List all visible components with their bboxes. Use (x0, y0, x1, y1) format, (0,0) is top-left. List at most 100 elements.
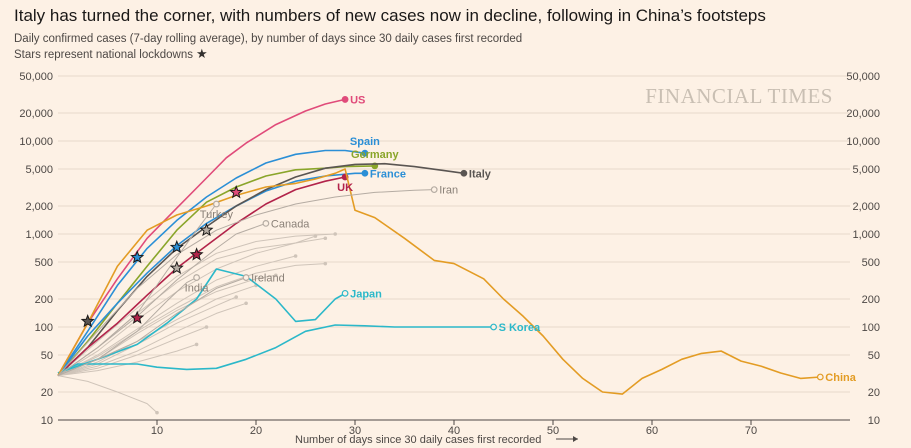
y-tick-label-right: 100 (862, 322, 880, 334)
background-end-dot (155, 410, 159, 415)
label-turkey: Turkey (200, 209, 234, 221)
x-tick-label: 10 (151, 425, 163, 437)
y-tick-label-right: 500 (862, 257, 880, 269)
label-us: US (350, 94, 365, 106)
label-china: China (825, 372, 856, 384)
end-dot-japan (341, 289, 349, 297)
background-end-dot (323, 261, 328, 266)
label-france: France (370, 168, 406, 180)
background-country-line (57, 375, 158, 413)
background-end-dot (293, 254, 298, 258)
y-tick-label-right: 10 (868, 415, 880, 427)
background-end-dot (204, 325, 209, 329)
lockdown-star-italy (80, 314, 95, 328)
country-lines (57, 96, 824, 395)
label-uk: UK (337, 182, 353, 194)
line-ireland (57, 277, 247, 377)
x-tick-label: 50 (547, 425, 559, 437)
end-dot-iran (430, 186, 438, 194)
x-axis-title: Number of days since 30 daily cases firs… (295, 434, 578, 446)
end-dot-s-korea (490, 323, 498, 331)
ft-brand-watermark: FINANCIAL TIMES (645, 84, 833, 108)
y-tick-label-left: 500 (35, 257, 53, 269)
background-end-dot (234, 295, 238, 299)
lockdown-star-spain (130, 250, 145, 264)
background-end-dot (313, 234, 318, 238)
line-germany (57, 165, 375, 377)
y-tick-label-left: 20 (41, 387, 53, 399)
chart-subtitle-lockdowns: Stars represent national lockdowns ★ (14, 46, 208, 62)
x-tick-label: 70 (745, 425, 757, 437)
y-tick-label-left: 20,000 (19, 108, 53, 120)
label-ireland: Ireland (251, 273, 285, 285)
end-dot-india (193, 274, 201, 281)
end-dot-canada (262, 220, 270, 227)
end-dot-turkey (212, 200, 220, 208)
line-uk (57, 176, 346, 377)
y-tick-label-right: 2,000 (852, 201, 880, 213)
y-tick-label-right: 50 (868, 350, 880, 362)
end-dot-us (341, 96, 349, 103)
end-dot-spain (361, 149, 369, 157)
y-tick-label-left: 2,000 (25, 201, 53, 213)
y-tick-label-right: 1,000 (852, 229, 880, 241)
label-germany: Germany (351, 149, 400, 161)
lockdown-note: Stars represent national lockdowns (14, 49, 193, 61)
lockdown-stars (80, 185, 244, 328)
x-tick-label: 60 (646, 425, 658, 437)
end-dot-italy (460, 169, 468, 177)
x-tick-label: 40 (448, 425, 460, 437)
chart-title: Italy has turned the corner, with number… (14, 6, 766, 25)
background-end-dot (274, 273, 278, 278)
grid-lines (58, 75, 850, 421)
x-axis-arrowhead-icon (573, 436, 578, 442)
lockdown-star-india (169, 260, 184, 274)
background-country-line (57, 296, 237, 377)
label-iran: Iran (439, 185, 458, 197)
y-tick-label-left: 200 (35, 294, 53, 306)
y-tick-label-left: 10,000 (19, 136, 53, 148)
line-us (57, 98, 346, 376)
x-tick-label: 30 (349, 425, 361, 437)
y-tick-label-left: 1,000 (25, 229, 53, 241)
background-end-dot (323, 236, 328, 241)
y-tick-label-right: 200 (862, 294, 880, 306)
background-end-dot (333, 232, 338, 236)
label-spain: Spain (350, 136, 380, 148)
x-axis-label: Number of days since 30 daily cases firs… (295, 434, 541, 446)
y-tick-label-left: 50,000 (19, 71, 53, 83)
y-tick-label-right: 50,000 (846, 71, 880, 83)
line-s-korea (57, 324, 494, 374)
lockdown-star-turkey (199, 222, 214, 237)
y-tick-label-left: 5,000 (25, 164, 53, 176)
line-china (57, 168, 821, 395)
lockdown-star-uk (130, 310, 145, 324)
line-spain (57, 149, 366, 377)
background-country-line (57, 343, 197, 377)
background-country-line (57, 263, 326, 377)
line-canada (57, 222, 267, 377)
star-icon: ★ (196, 46, 208, 61)
background-end-dot (194, 342, 199, 347)
y-tick-label-left: 50 (41, 350, 53, 362)
background-country-line (57, 255, 296, 377)
background-country-line (57, 302, 247, 377)
label-s-korea: S Korea (499, 322, 541, 334)
lockdown-star-us (229, 185, 244, 199)
lockdown-star-uk (189, 247, 204, 261)
line-japan (57, 268, 346, 374)
chart-subtitle: Daily confirmed cases (7-day rolling ave… (14, 33, 523, 45)
end-dot-china (816, 373, 824, 381)
background-country-line (57, 233, 336, 376)
end-dot-ireland (242, 274, 250, 281)
background-country-line (57, 326, 207, 377)
y-tick-label-right: 20,000 (846, 108, 880, 120)
y-tick-label-left: 100 (35, 322, 53, 334)
y-tick-label-right: 5,000 (852, 164, 880, 176)
lockdown-star-france (169, 239, 184, 254)
y-tick-label-left: 10 (41, 415, 53, 427)
axis-ticks: 10 10 20 20 50 50 100 100 200 200 500 500 1,000 1,000… (19, 71, 880, 437)
label-canada: Canada (271, 218, 310, 230)
